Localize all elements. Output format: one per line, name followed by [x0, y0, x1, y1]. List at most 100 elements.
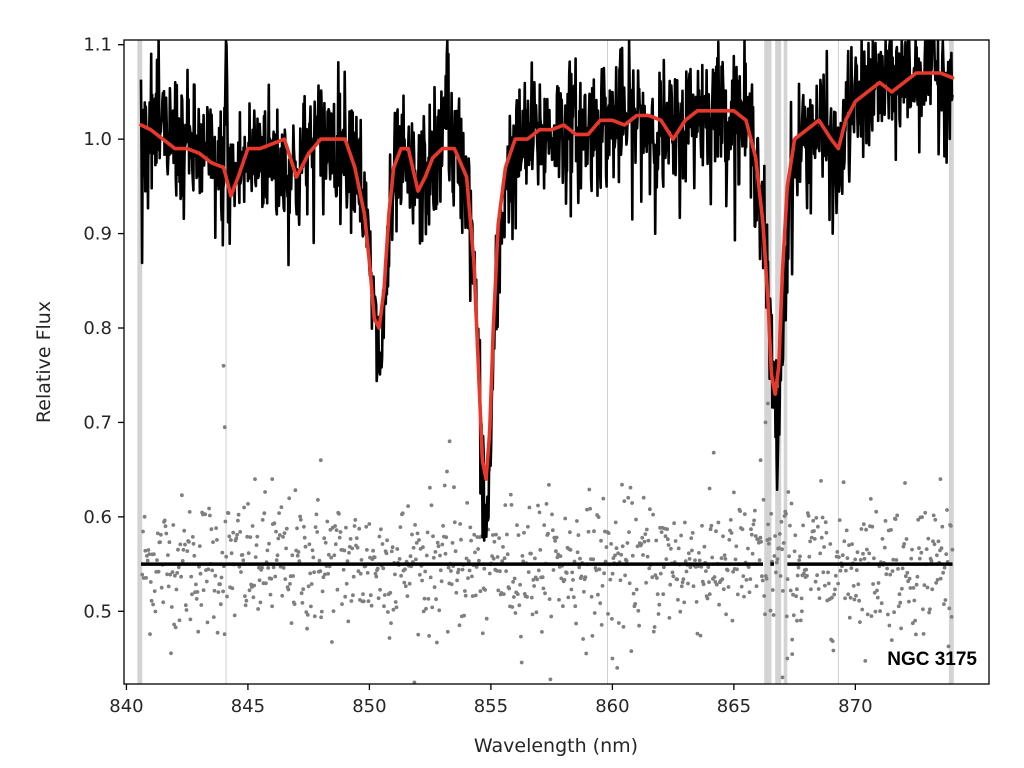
residual-point-32	[165, 572, 170, 577]
residual-point-49	[178, 542, 183, 547]
masked-region-3	[783, 40, 788, 684]
residual-point-410	[459, 537, 463, 542]
residual-point-866	[813, 579, 818, 584]
residual-point-510	[536, 568, 541, 573]
residual-point-272	[351, 574, 356, 579]
residual-point-376	[432, 585, 437, 590]
residual-point-779	[746, 546, 750, 551]
residual-point-240	[326, 552, 331, 557]
residual-point-963	[889, 528, 893, 532]
residual-point-260	[342, 548, 347, 553]
residual-point-859	[808, 539, 812, 544]
residual-point-221	[312, 570, 316, 575]
residual-point-430	[474, 565, 479, 569]
residual-point-234	[322, 536, 327, 541]
residual-point-309	[380, 542, 385, 546]
residual-point-455	[494, 532, 498, 537]
residual-point-102	[219, 575, 224, 580]
y-tick-label-2: 0.7	[83, 412, 112, 433]
residual-point-344	[407, 581, 412, 586]
residual-point-265	[346, 619, 351, 624]
residual-point-747	[721, 534, 725, 539]
residual-point-468	[504, 569, 508, 573]
residual-point-978	[900, 566, 905, 571]
residual-point-367	[425, 530, 430, 535]
residual-point-927	[861, 551, 865, 556]
residual-point-1035	[945, 508, 949, 512]
residual-point-1009	[924, 547, 929, 551]
residual-point-501	[529, 595, 534, 600]
residual-point-447	[487, 571, 492, 576]
residual-point-47	[176, 565, 181, 570]
residual-point-377	[433, 550, 438, 554]
residual-point-920	[855, 550, 860, 555]
residual-point-981	[903, 481, 907, 485]
residual-point-821	[778, 574, 783, 578]
residual-point-441	[483, 588, 487, 592]
residual-point-525	[548, 677, 553, 682]
residual-point-33	[166, 553, 170, 557]
residual-point-213	[305, 613, 310, 617]
residual-point-898	[838, 568, 843, 573]
residual-point-878	[823, 583, 827, 588]
residual-point-238	[325, 519, 330, 524]
residual-point-1038	[947, 606, 952, 611]
residual-point-907	[845, 556, 850, 560]
residual-point-130	[241, 558, 246, 563]
residual-point-742	[717, 602, 721, 607]
residual-point-139	[248, 535, 253, 539]
residual-point-383	[438, 553, 442, 558]
residual-point-429	[473, 593, 478, 598]
residual-point-24	[159, 532, 163, 537]
plot-frame	[123, 39, 990, 685]
residual-point-253	[337, 511, 341, 516]
residual-point-491	[522, 530, 526, 535]
residual-point-888	[830, 639, 835, 643]
residual-point-11	[148, 580, 153, 584]
residual-point-723	[702, 544, 707, 549]
residual-point-967	[892, 610, 896, 615]
residual-point-131	[242, 505, 247, 510]
residual-point-218	[309, 582, 314, 586]
residual-point-316	[386, 610, 390, 614]
residual-point-677	[666, 543, 671, 547]
residual-point-475	[509, 503, 514, 507]
residual-point-682	[670, 570, 675, 575]
residual-point-474	[508, 492, 513, 497]
residual-point-754	[726, 585, 731, 589]
residual-point-605	[610, 571, 615, 576]
residual-point-891	[833, 587, 837, 592]
residual-point-539	[559, 576, 564, 581]
residual-point-680	[669, 546, 673, 551]
residual-point-929	[862, 556, 867, 561]
galaxy-annotation: NGC 3175	[887, 649, 977, 670]
residual-point-115	[229, 551, 234, 556]
residual-point-466	[502, 556, 507, 561]
residual-point-871	[817, 596, 822, 600]
residual-point-674	[664, 557, 669, 561]
residual-point-757	[728, 518, 733, 522]
residual-point-647	[643, 532, 648, 536]
residual-point-773	[741, 574, 746, 578]
y-axis: 0.5 0.6 0.7 0.8 0.9 1.0 1.1	[83, 35, 124, 622]
residual-point-940	[871, 582, 875, 586]
residual-point-942	[872, 590, 877, 595]
residual-point-603	[609, 542, 613, 546]
residual-point-617	[620, 482, 624, 487]
residual-point-552	[569, 587, 574, 592]
residual-point-312	[382, 593, 387, 597]
residual-point-755	[727, 537, 732, 542]
residual-point-408	[457, 623, 462, 628]
residual-point-341	[405, 594, 410, 598]
residual-point-1020	[933, 517, 938, 522]
residual-point-507	[534, 610, 539, 615]
residual-point-604	[610, 617, 614, 621]
residual-point-223	[313, 525, 318, 529]
residual-point-509	[536, 503, 540, 508]
residual-point-789	[753, 534, 758, 538]
residual-point-158	[263, 490, 267, 494]
residual-point-782	[748, 577, 753, 581]
residual-point-310	[381, 566, 386, 571]
residual-point-794	[757, 558, 762, 563]
residual-point-651	[646, 538, 651, 543]
